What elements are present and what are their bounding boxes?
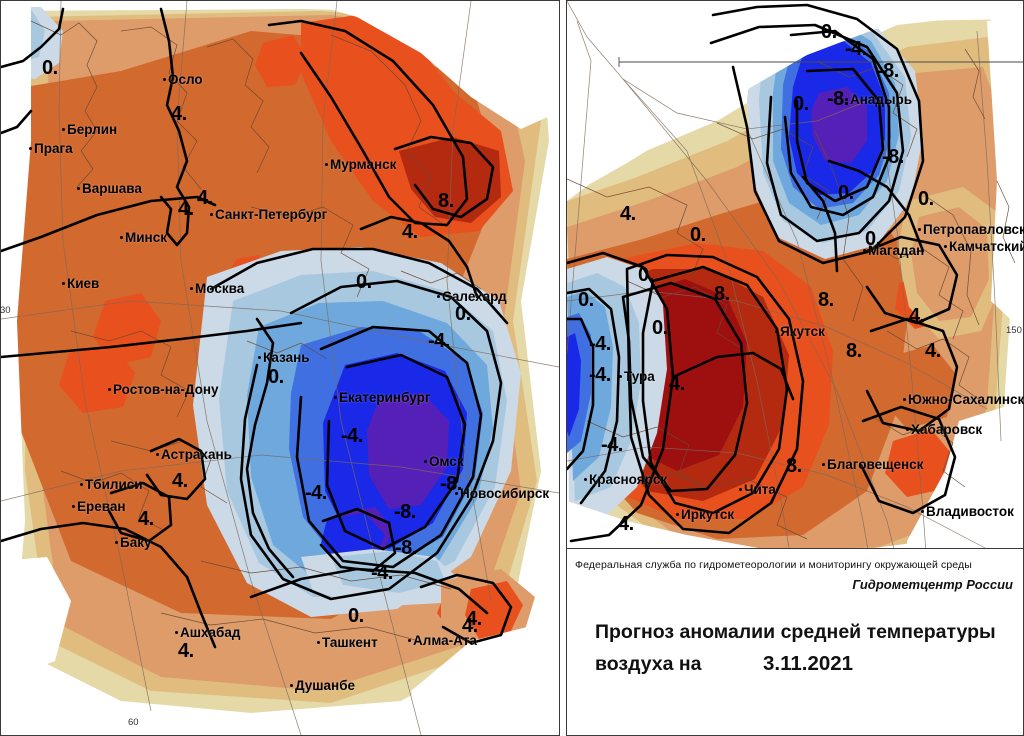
fill-se-hot bbox=[465, 581, 523, 639]
fill-hotblob-vladivostok bbox=[885, 429, 951, 497]
left-panel-field bbox=[1, 1, 559, 735]
fill-central-core bbox=[567, 333, 581, 437]
forecast-title-line2: воздуха на bbox=[595, 653, 702, 675]
coastlines-right bbox=[567, 48, 1016, 540]
graticule-left bbox=[1, 1, 559, 735]
fill-hotblob-ural bbox=[255, 35, 307, 87]
mask-east-white bbox=[987, 19, 1023, 331]
contours-left bbox=[1, 7, 513, 649]
centre-name: Гидрометцентр России bbox=[852, 577, 1013, 592]
forecast-date: 3.11.2021 bbox=[763, 652, 854, 675]
fill-below-m12 bbox=[811, 87, 867, 163]
title-card: Федеральная служба по гидрометеорологии … bbox=[566, 548, 1024, 736]
latitude-tick-line bbox=[618, 57, 1023, 67]
mask-bottom-white bbox=[1, 691, 559, 735]
fill-band-10to12-barents bbox=[399, 137, 501, 223]
fill-band-below-m12 bbox=[367, 393, 449, 509]
coastlines-left bbox=[30, 20, 482, 642]
contours-right bbox=[567, 3, 959, 543]
mask-nw-white bbox=[567, 1, 767, 201]
western-russia-panel bbox=[0, 0, 560, 736]
fill-hotblob-rostov bbox=[59, 345, 135, 413]
mask-arctic-white bbox=[301, 1, 559, 129]
mask-left-white bbox=[1, 1, 31, 691]
forecast-title-line1: Прогноз аномалии средней температуры bbox=[595, 621, 996, 643]
agency-line: Федеральная служба по гидрометеорологии … bbox=[575, 559, 972, 571]
